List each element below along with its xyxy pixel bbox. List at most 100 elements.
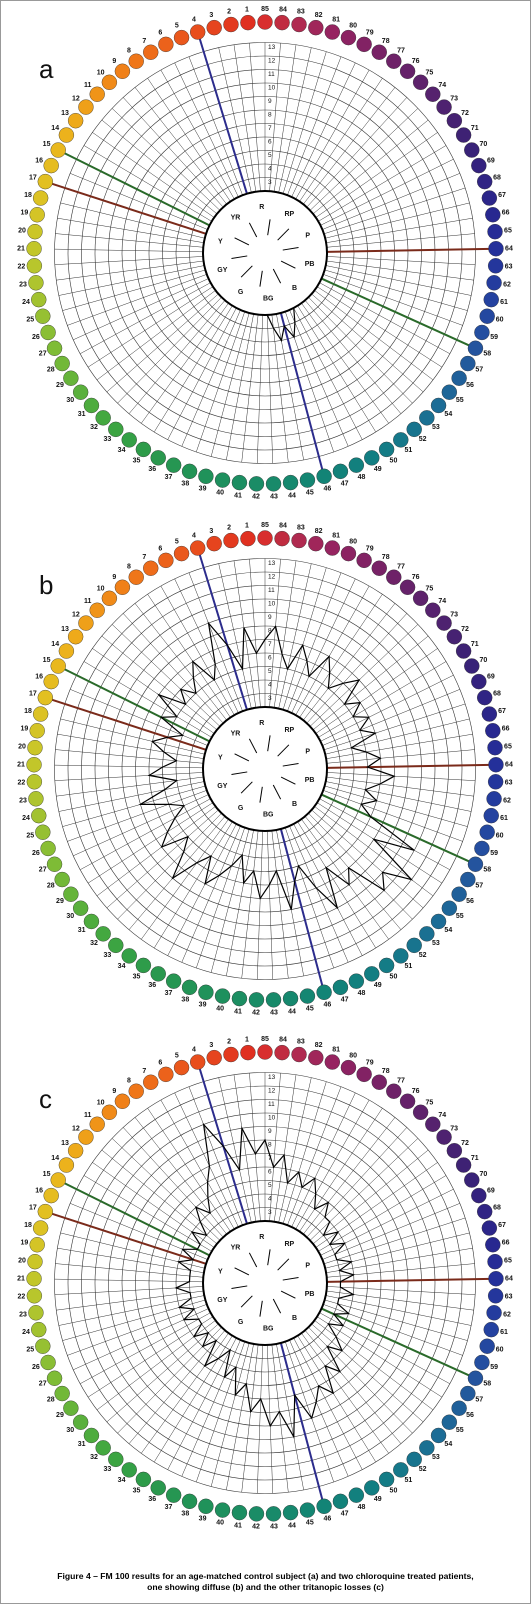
- spoke: [314, 290, 434, 381]
- spoke: [60, 718, 205, 755]
- cap-label: 37: [165, 990, 173, 997]
- cap-dot: [486, 275, 502, 291]
- cap-dot: [198, 1498, 214, 1515]
- spoke: [311, 809, 424, 909]
- cap-label: 1: [245, 1037, 249, 1044]
- r-tick-label: 6: [268, 1169, 272, 1176]
- cap-dot: [143, 44, 159, 60]
- cap-dot: [488, 1271, 504, 1287]
- spoke: [226, 313, 254, 460]
- r-tick-label: 7: [268, 641, 272, 648]
- cap-label: 84: [279, 7, 287, 14]
- cap-dot: [474, 840, 490, 857]
- spoke: [67, 274, 207, 326]
- cap-dot: [406, 937, 422, 954]
- cap-dot: [479, 1338, 495, 1354]
- cap-dot: [430, 1427, 447, 1444]
- cap-label: 4: [192, 532, 196, 539]
- cap-label: 47: [341, 480, 349, 487]
- cap-label: 15: [43, 141, 51, 148]
- spoke: [285, 311, 334, 453]
- spoke: [56, 260, 204, 281]
- cap-dot: [299, 988, 316, 1004]
- cap-label: 4: [192, 16, 196, 23]
- cap-label: 61: [500, 815, 508, 822]
- cap-dot: [467, 856, 484, 872]
- cap-dot: [143, 1074, 159, 1090]
- cap-dot: [488, 241, 504, 257]
- cap-dot: [451, 886, 467, 902]
- spoke: [174, 62, 239, 198]
- spoke: [326, 1290, 474, 1311]
- cap-dot: [46, 1370, 63, 1386]
- cap-label: 81: [332, 1046, 340, 1053]
- spoke: [83, 145, 212, 222]
- cap-label: 5: [175, 22, 179, 29]
- spoke: [218, 563, 252, 709]
- cap-dot: [26, 774, 43, 790]
- spoke: [218, 1077, 252, 1223]
- cap-dot: [72, 384, 89, 400]
- spoke: [55, 1263, 204, 1278]
- cap-label: 12: [72, 96, 80, 103]
- cap-label: 46: [324, 1516, 332, 1523]
- cap-dot: [83, 397, 100, 414]
- cap-label: 57: [475, 883, 483, 890]
- cap-dot: [265, 992, 282, 1008]
- cap-label: 28: [47, 367, 55, 374]
- hue-tick: [282, 762, 299, 767]
- cap-dot: [95, 926, 111, 942]
- cap-label: 75: [425, 70, 433, 77]
- cap-dot: [78, 1129, 94, 1145]
- cap-dot: [464, 142, 480, 158]
- cap-label: 10: [97, 70, 105, 77]
- cap-dot: [89, 86, 105, 102]
- cap-label: 44: [288, 492, 296, 499]
- spoke: [101, 1149, 218, 1245]
- cap-label: 39: [199, 486, 207, 493]
- spoke: [309, 624, 419, 727]
- spoke: [315, 1162, 438, 1248]
- cap-dot: [282, 990, 299, 1007]
- cap-label: 84: [279, 1037, 287, 1044]
- cap-label: 38: [181, 996, 189, 1003]
- spoke: [188, 1086, 243, 1226]
- cap-label: 44: [288, 1522, 296, 1529]
- cap-dot: [95, 1440, 111, 1456]
- cap-label: 9: [112, 574, 116, 581]
- hue-label: G: [238, 1319, 244, 1326]
- cap-label: 27: [39, 1380, 47, 1387]
- cap-dot: [135, 1471, 152, 1488]
- spoke: [96, 806, 216, 897]
- cap-dot: [487, 739, 503, 756]
- cap-label: 40: [216, 1520, 224, 1527]
- cap-label: 52: [419, 436, 427, 443]
- hue-tick: [267, 735, 271, 752]
- r-tick-label: 4: [268, 682, 272, 689]
- cap-label: 72: [461, 626, 469, 633]
- spoke: [325, 265, 472, 296]
- spoke: [306, 613, 407, 724]
- cap-label: 27: [39, 350, 47, 357]
- cap-label: 18: [24, 192, 32, 199]
- cap-label: 65: [504, 227, 512, 234]
- cap-label: 69: [487, 1188, 495, 1195]
- cap-dot: [474, 324, 490, 341]
- r-tick-label: 11: [268, 587, 275, 594]
- hue-tick: [272, 784, 282, 800]
- cap-label: 25: [26, 1347, 34, 1354]
- cap-dot: [143, 560, 159, 576]
- spoke: [233, 1074, 257, 1222]
- hue-tick: [234, 237, 250, 246]
- cap-dot: [483, 1321, 499, 1338]
- cap-label: 47: [341, 1510, 349, 1517]
- spoke: [196, 827, 245, 969]
- spoke: [299, 78, 383, 202]
- spoke: [319, 1312, 450, 1384]
- cap-label: 9: [112, 58, 116, 65]
- cap-dot: [37, 689, 54, 706]
- cap-label: 51: [405, 447, 413, 454]
- r-tick-label: 7: [268, 125, 272, 132]
- cap-dot: [214, 472, 231, 488]
- axis-line: [321, 1307, 471, 1377]
